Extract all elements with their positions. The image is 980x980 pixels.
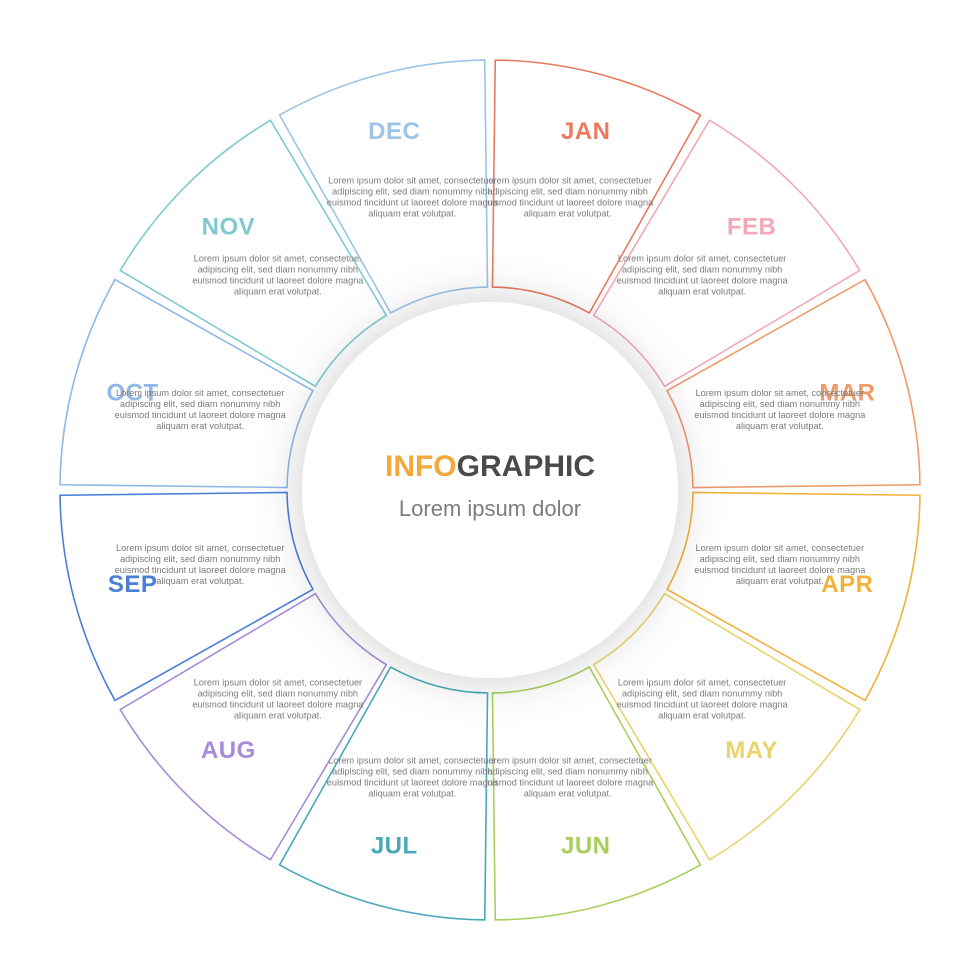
infographic-svg: JAN Lorem ipsum dolor sit amet, consectet… [0,0,980,980]
segment-jan-desc-line: Lorem ipsum dolor sit amet, consectetuer [483,176,652,186]
segment-apr-label: APR [821,571,873,598]
infographic-circular-calendar: JAN Lorem ipsum dolor sit amet, consectet… [0,0,980,980]
segment-dec-desc-line: aliquam erat volutpat. [368,209,456,219]
segment-aug-desc-line: euismod tincidunt ut laoreet dolore magn… [192,700,364,710]
segment-nov-desc-line: euismod tincidunt ut laoreet dolore magn… [192,275,364,285]
segment-mar-desc-line: adipiscing elit, sed diam nonummy nibh [700,399,860,409]
segment-dec-label: DEC [368,118,420,145]
segment-nov-desc-line: adipiscing elit, sed diam nonummy nibh [198,264,358,274]
segment-mar-desc-line: euismod tincidunt ut laoreet dolore magn… [694,410,866,420]
segment-jun-desc-line: euismod tincidunt ut laoreet dolore magn… [482,777,654,787]
segment-feb-desc-line: adipiscing elit, sed diam nonummy nibh [622,264,782,274]
segment-jan-desc-line: euismod tincidunt ut laoreet dolore magn… [482,198,654,208]
segment-jul-desc-line: adipiscing elit, sed diam nonummy nibh [332,766,492,776]
segment-jan-desc-line: adipiscing elit, sed diam nonummy nibh [487,187,647,197]
segment-may-desc-line: euismod tincidunt ut laoreet dolore magn… [617,700,789,710]
segment-jul-desc-line: Lorem ipsum dolor sit amet, consectetuer [328,755,497,765]
segment-oct-desc-line: aliquam erat volutpat. [156,421,244,431]
segment-nov-desc-line: Lorem ipsum dolor sit amet, consectetuer [194,253,363,263]
segment-may-label: MAY [725,737,778,764]
segment-may-desc-line: Lorem ipsum dolor sit amet, consectetuer [618,678,787,688]
segment-sep-desc-line: euismod tincidunt ut laoreet dolore magn… [115,565,287,575]
segment-oct-desc-line: euismod tincidunt ut laoreet dolore magn… [115,410,287,420]
center-title-right: GRAPHIC [457,450,595,483]
segment-may-desc-line: aliquam erat volutpat. [658,711,746,721]
segment-jun-label: JUN [561,833,611,860]
segment-jul-desc-line: aliquam erat volutpat. [368,788,456,798]
segment-feb-desc-line: euismod tincidunt ut laoreet dolore magn… [617,275,789,285]
segment-sep-label: SEP [108,571,158,598]
center-title: INFOGRAPHIC [385,450,595,483]
segment-sep-desc-line: aliquam erat volutpat. [156,576,244,586]
segment-oct-desc-line: Lorem ipsum dolor sit amet, consectetuer [116,388,285,398]
segment-jan-desc-line: aliquam erat volutpat. [524,209,612,219]
segment-jan-label: JAN [561,118,611,145]
segment-mar-desc-line: aliquam erat volutpat. [736,421,824,431]
center-group: INFOGRAPHIC Lorem ipsum dolor [302,302,678,678]
segment-aug-label: AUG [201,737,256,764]
segment-apr-desc-line: Lorem ipsum dolor sit amet, consectetuer [696,543,865,553]
segment-mar-desc-line: Lorem ipsum dolor sit amet, consectetuer [696,388,865,398]
segment-apr-desc-line: euismod tincidunt ut laoreet dolore magn… [694,565,866,575]
center-title-left: INFO [385,450,457,483]
segment-dec-desc-line: euismod tincidunt ut laoreet dolore magn… [327,198,499,208]
center-circle [302,302,678,678]
segment-jun-desc-line: Lorem ipsum dolor sit amet, consectetuer [483,755,652,765]
segment-nov-label: NOV [202,214,256,241]
segment-jul-label: JUL [371,833,418,860]
segment-feb-desc-line: aliquam erat volutpat. [658,286,746,296]
segment-may-desc-line: adipiscing elit, sed diam nonummy nibh [622,689,782,699]
segment-aug-desc-line: aliquam erat volutpat. [234,711,322,721]
segment-aug-desc-line: Lorem ipsum dolor sit amet, consectetuer [194,678,363,688]
segment-jul-desc-line: euismod tincidunt ut laoreet dolore magn… [327,777,499,787]
segment-dec-desc-line: adipiscing elit, sed diam nonummy nibh [332,187,492,197]
segment-dec-desc-line: Lorem ipsum dolor sit amet, consectetuer [328,176,497,186]
center-subtitle: Lorem ipsum dolor [399,496,581,521]
segment-apr-desc-line: adipiscing elit, sed diam nonummy nibh [700,554,860,564]
segment-feb-label: FEB [727,214,777,241]
segment-apr-desc-line: aliquam erat volutpat. [736,576,824,586]
segment-oct-desc-line: adipiscing elit, sed diam nonummy nibh [120,399,280,409]
segment-sep-desc-line: Lorem ipsum dolor sit amet, consectetuer [116,543,285,553]
segment-sep-desc-line: adipiscing elit, sed diam nonummy nibh [120,554,280,564]
segment-aug-desc-line: adipiscing elit, sed diam nonummy nibh [198,689,358,699]
segment-nov-desc-line: aliquam erat volutpat. [234,286,322,296]
segment-jun-desc-line: adipiscing elit, sed diam nonummy nibh [487,766,647,776]
segment-jun-desc-line: aliquam erat volutpat. [524,788,612,798]
segment-feb-desc-line: Lorem ipsum dolor sit amet, consectetuer [618,253,787,263]
